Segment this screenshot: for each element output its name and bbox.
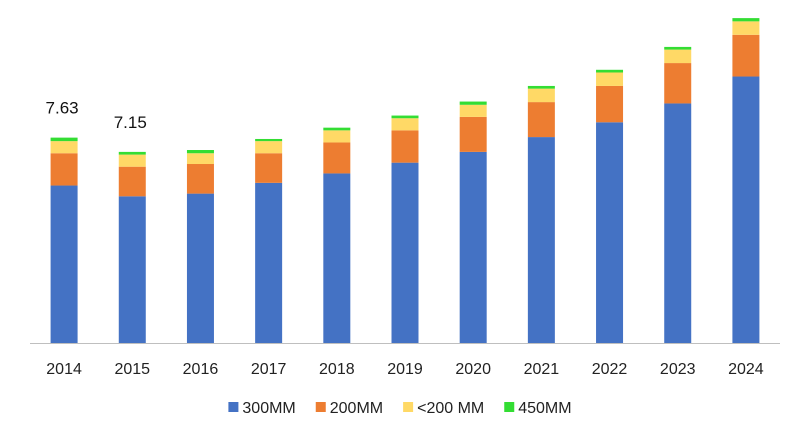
x-tick-label-2015: 2015 (114, 361, 150, 378)
bar-2018-series-2 (323, 130, 351, 143)
bar-2014-series-3 (50, 137, 78, 142)
bar-2020-series-2 (459, 104, 487, 117)
bar-2021-series-1 (527, 102, 555, 138)
bar-2018-series-3 (323, 127, 351, 131)
bar-2021-series-3 (527, 85, 555, 89)
x-tick-label-2022: 2022 (592, 361, 628, 378)
bar-2022-series-2 (596, 72, 624, 86)
bars-group (50, 18, 760, 344)
bar-2024-series-0 (732, 76, 760, 344)
data-label-2014: 7.63 (46, 99, 79, 118)
bar-2024-series-1 (732, 34, 760, 77)
data-label-2015: 7.15 (114, 113, 147, 132)
data-labels: 7.63 7.15 (46, 99, 147, 132)
bar-2020-series-1 (459, 116, 487, 152)
x-tick-labels: 2014 2015 2016 2017 2018 2019 2020 2021 2022 2023… (46, 361, 764, 378)
x-tick-label-2014: 2014 (46, 361, 82, 378)
bar-2014-series-0 (50, 185, 78, 343)
bar-2017-series-3 (255, 138, 283, 142)
legend-label-1: 200MM (330, 400, 383, 417)
x-tick-label-2021: 2021 (524, 361, 560, 378)
bar-2023-series-0 (664, 103, 692, 343)
bar-2020-series-0 (459, 151, 487, 343)
bar-2022-series-0 (596, 122, 624, 344)
legend-swatch-3 (504, 402, 515, 412)
bar-2023-series-3 (664, 46, 692, 50)
bar-2020-series-3 (459, 101, 487, 105)
legend-swatch-1 (315, 402, 326, 412)
x-tick-label-2016: 2016 (183, 361, 219, 378)
legend-swatch-0 (228, 402, 239, 412)
bar-2015-series-2 (118, 154, 146, 167)
bar-2015-series-1 (118, 166, 146, 197)
bar-2024-series-2 (732, 21, 760, 35)
bar-2022-series-3 (596, 69, 624, 73)
x-tick-label-2020: 2020 (455, 361, 491, 378)
x-tick-label-2024: 2024 (728, 361, 764, 378)
x-tick-label-2023: 2023 (660, 361, 696, 378)
bar-2014-series-2 (50, 141, 78, 154)
legend: 300MM 200MM <200 MM 450MM (228, 400, 572, 417)
legend-swatch-2 (403, 402, 414, 412)
bar-2019-series-2 (391, 118, 419, 131)
bar-2024-series-3 (732, 18, 760, 22)
bar-2017-series-0 (255, 182, 283, 343)
bar-2017-series-1 (255, 153, 283, 183)
bar-2016-series-0 (186, 193, 214, 343)
bar-2015-series-3 (118, 151, 146, 155)
bar-2018-series-1 (323, 142, 351, 174)
x-tick-label-2018: 2018 (319, 361, 355, 378)
bar-2016-series-2 (186, 153, 214, 165)
bar-2016-series-3 (186, 150, 214, 154)
bar-2023-series-2 (664, 49, 692, 64)
bar-2016-series-1 (186, 164, 214, 194)
legend-label-0: 300MM (242, 400, 295, 417)
bar-2021-series-2 (527, 88, 555, 103)
bar-2019-series-3 (391, 115, 419, 119)
legend-label-2: <200 MM (417, 400, 484, 417)
x-tick-label-2017: 2017 (251, 361, 287, 378)
bar-2022-series-1 (596, 85, 624, 123)
bar-2015-series-0 (118, 196, 146, 343)
legend-label-3: 450MM (518, 400, 571, 417)
bar-2017-series-2 (255, 141, 283, 154)
x-tick-label-2019: 2019 (387, 361, 423, 378)
bar-2021-series-0 (527, 137, 555, 343)
bar-2014-series-1 (50, 153, 78, 186)
bar-2019-series-0 (391, 162, 419, 343)
bar-2019-series-1 (391, 130, 419, 163)
bar-2018-series-0 (323, 173, 351, 343)
bar-2023-series-1 (664, 63, 692, 104)
